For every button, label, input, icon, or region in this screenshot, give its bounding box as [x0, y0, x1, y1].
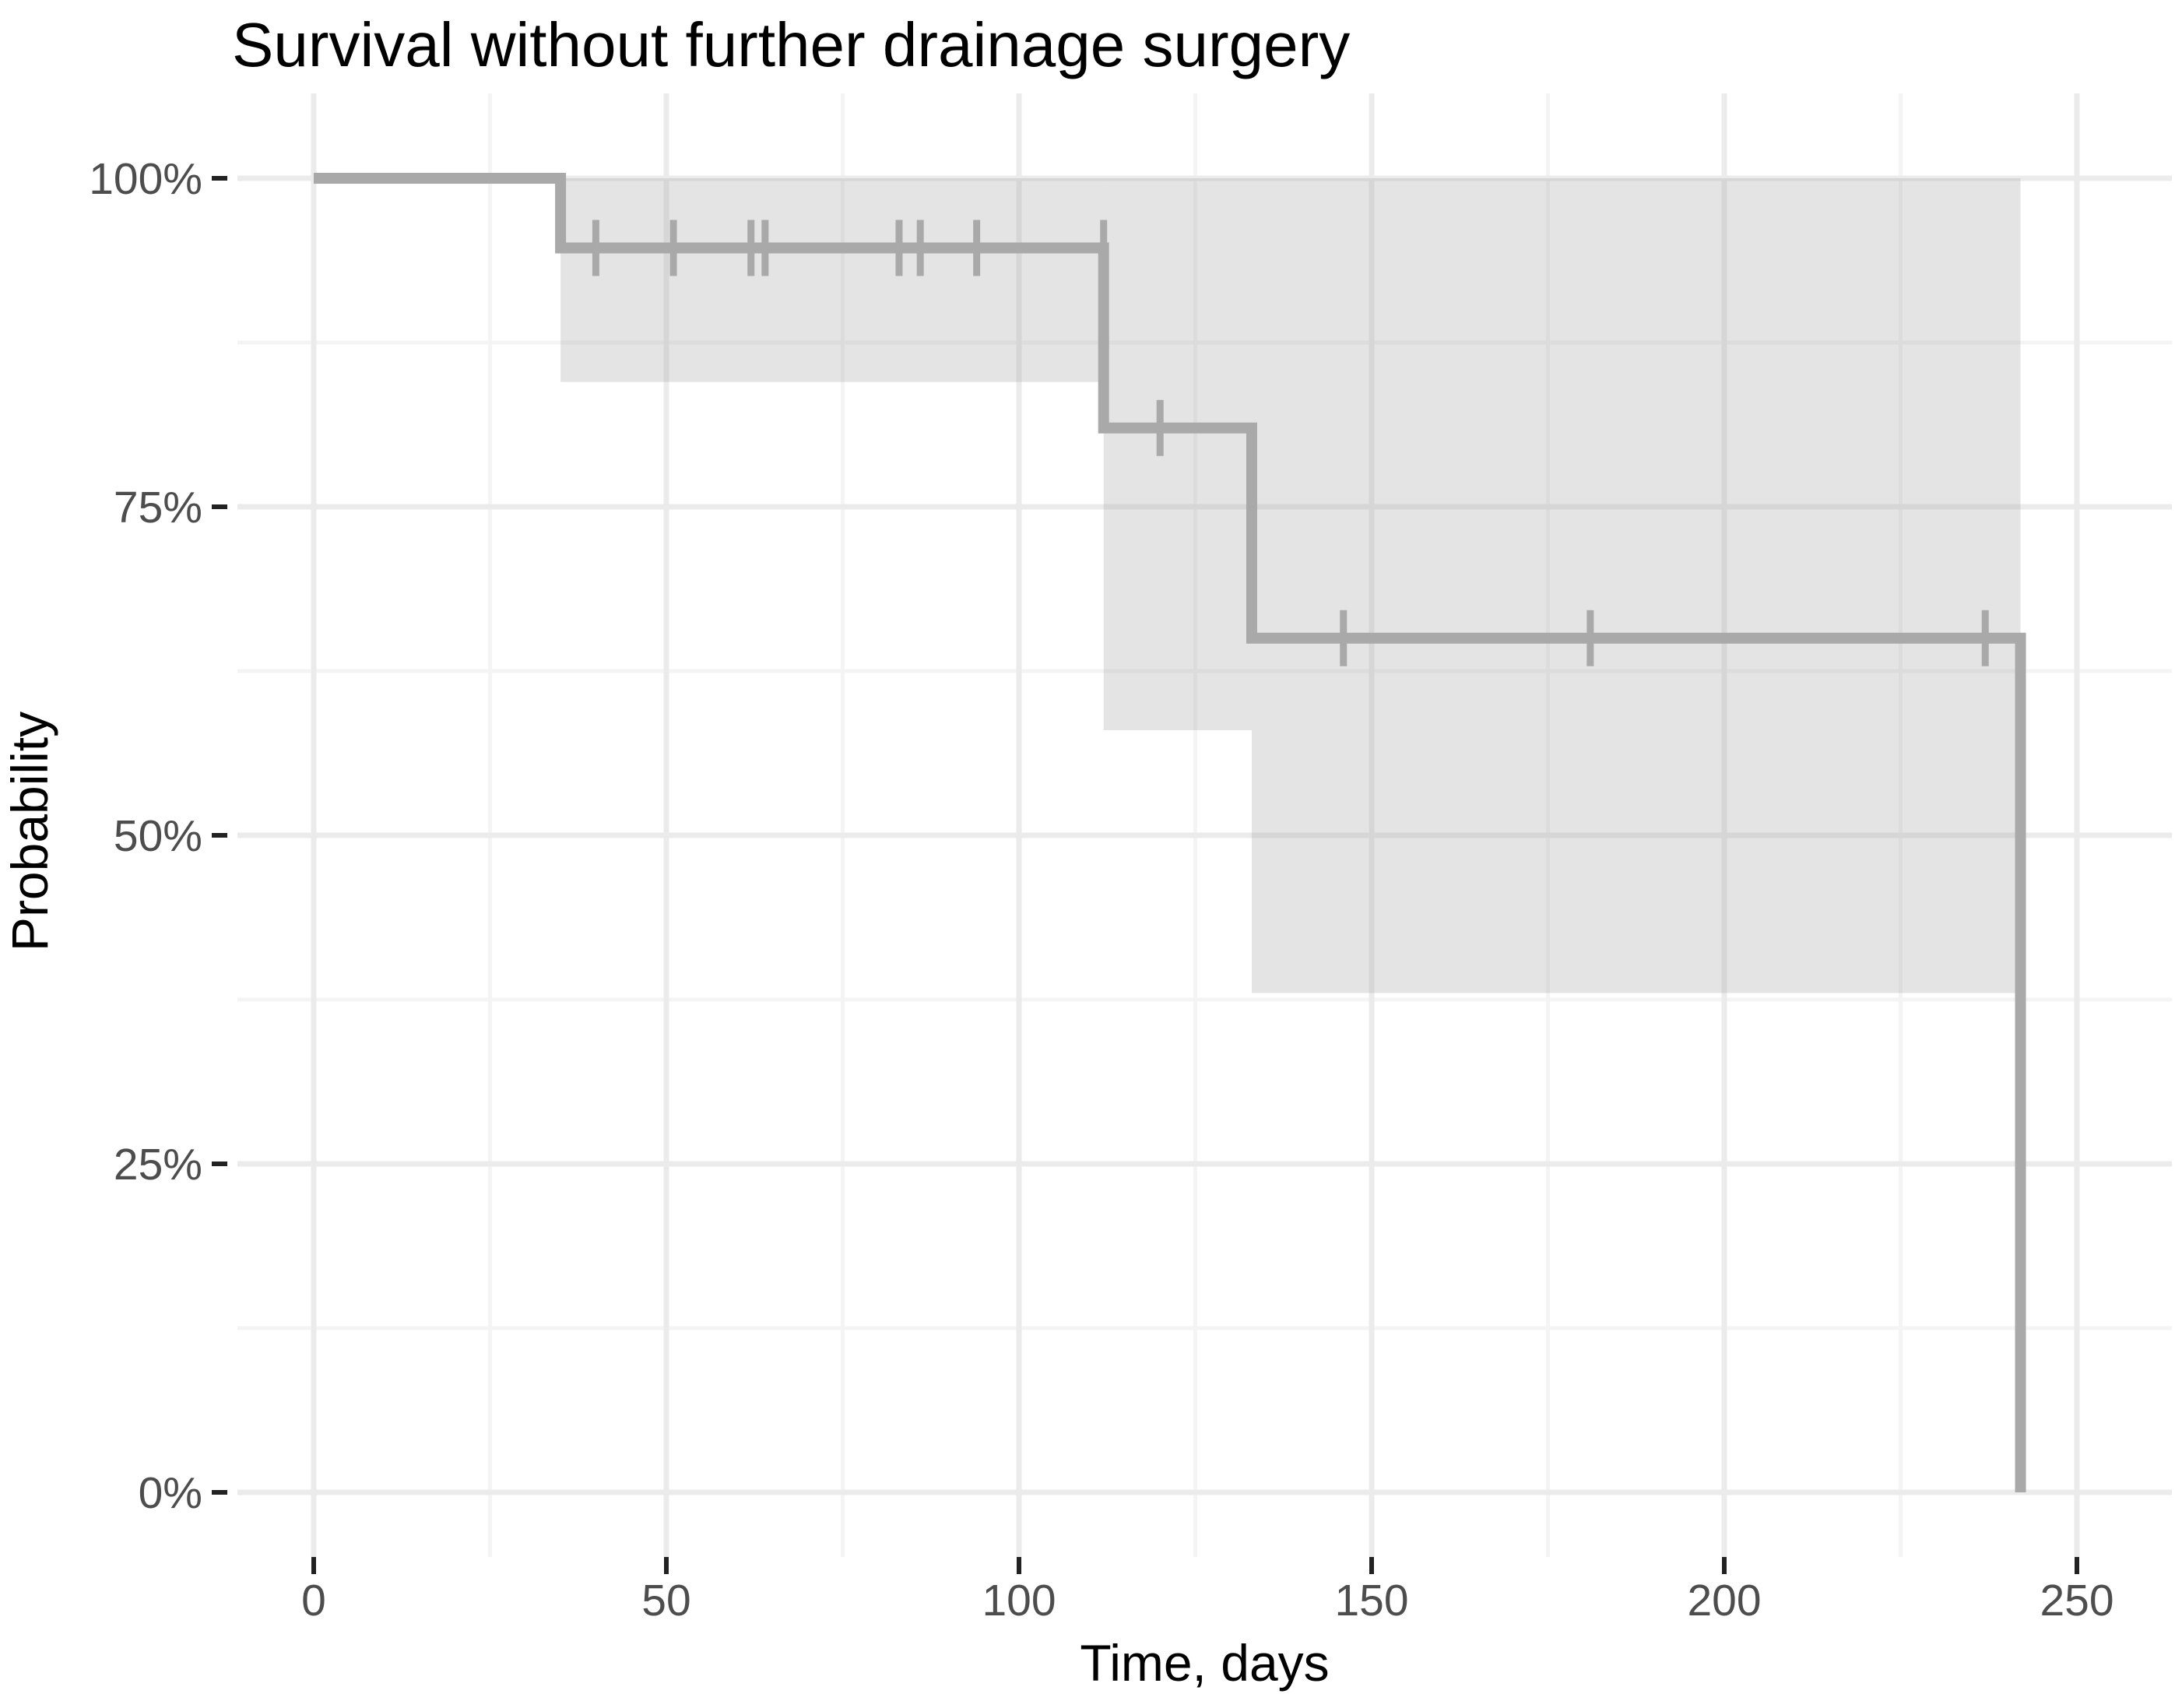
confidence-band-segment — [1251, 178, 2021, 993]
x-tick-label: 200 — [1687, 1576, 1761, 1625]
chart-title: Survival without further drainage surger… — [232, 10, 1351, 79]
y-tick-label: 75% — [114, 483, 202, 532]
x-tick-label: 150 — [1334, 1576, 1408, 1625]
x-axis-title: Time, days — [1080, 1634, 1330, 1692]
y-tick-label: 0% — [139, 1468, 202, 1518]
confidence-band-segment — [1103, 178, 1252, 730]
survival-step-curve — [314, 173, 2026, 1492]
x-tick-label: 0 — [301, 1576, 326, 1625]
y-tick-label: 25% — [114, 1140, 202, 1190]
x-tick-label: 100 — [982, 1576, 1056, 1625]
y-tick-label: 50% — [114, 811, 202, 861]
x-tick-label: 50 — [641, 1576, 690, 1625]
x-tick-label: 250 — [2040, 1576, 2113, 1625]
confidence-band-segment — [560, 178, 1104, 382]
y-tick-label: 100% — [89, 154, 202, 204]
